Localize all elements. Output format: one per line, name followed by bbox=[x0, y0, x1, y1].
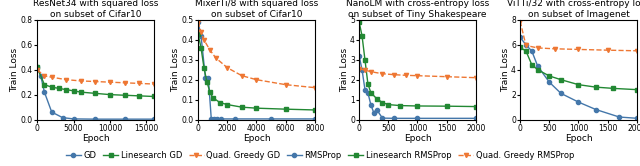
Y-axis label: Train Loss: Train Loss bbox=[500, 48, 509, 92]
Legend: GD, Linesearch GD, Quad. Greedy GD, RMSProp, Linesearch RMSProp, Quad. Greedy RM: GD, Linesearch GD, Quad. Greedy GD, RMSP… bbox=[66, 151, 574, 160]
Title: NanoLM with cross-entropy loss
on subset of Tiny Shakespeare: NanoLM with cross-entropy loss on subset… bbox=[346, 0, 489, 19]
Title: ResNet34 with squared loss
on subset of Cifar10: ResNet34 with squared loss on subset of … bbox=[33, 0, 158, 19]
X-axis label: Epoch: Epoch bbox=[243, 134, 270, 143]
X-axis label: Epoch: Epoch bbox=[564, 134, 592, 143]
Y-axis label: Train Loss: Train Loss bbox=[340, 48, 349, 92]
Title: ViTTi/32 with cross-entropy loss
on subset of Imagenet: ViTTi/32 with cross-entropy loss on subs… bbox=[507, 0, 640, 19]
X-axis label: Epoch: Epoch bbox=[82, 134, 109, 143]
X-axis label: Epoch: Epoch bbox=[404, 134, 431, 143]
Title: MixerTi/8 with squared loss
on subset of Cifar10: MixerTi/8 with squared loss on subset of… bbox=[195, 0, 318, 19]
Y-axis label: Train Loss: Train Loss bbox=[10, 48, 19, 92]
Y-axis label: Train Loss: Train Loss bbox=[172, 48, 180, 92]
